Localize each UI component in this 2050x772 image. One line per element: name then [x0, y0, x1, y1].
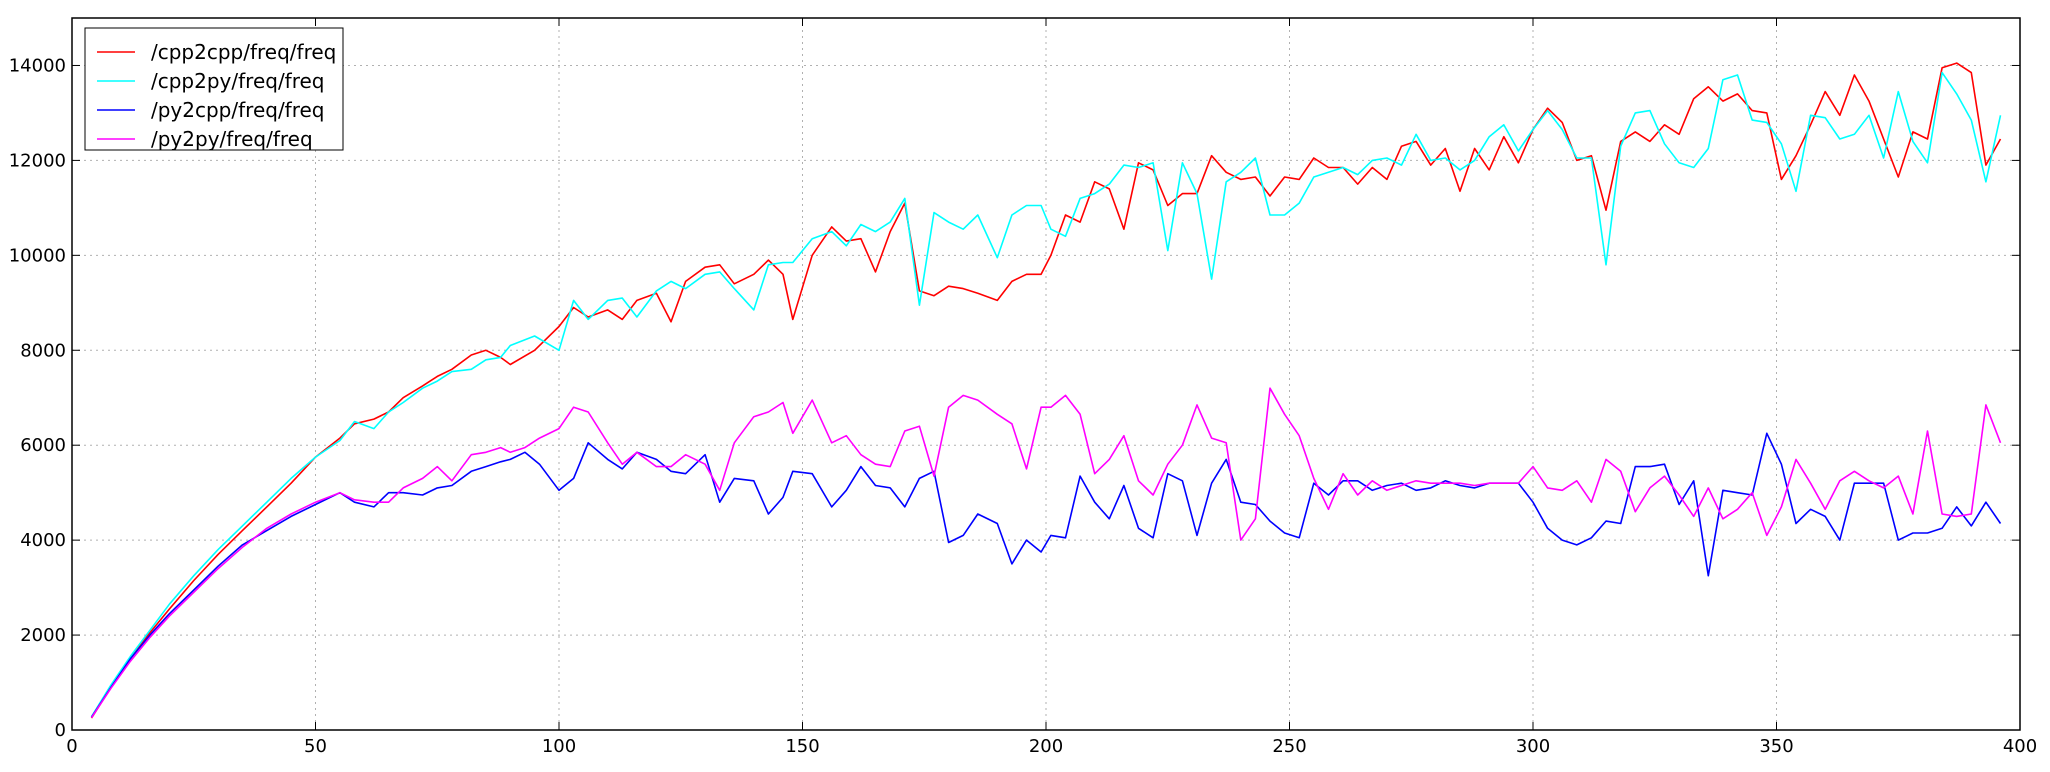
x-tick-label: 250 [1272, 736, 1306, 757]
y-tick-label: 6000 [20, 435, 66, 456]
y-tick-label: 4000 [20, 530, 66, 551]
legend-label: /cpp2cpp/freq/freq [151, 40, 336, 64]
series-line [90, 71, 2002, 718]
x-tick-label: 50 [304, 736, 327, 757]
legend-box [84, 27, 344, 151]
legend-label: /py2py/freq/freq [151, 127, 313, 151]
x-tick-label: 100 [542, 736, 576, 757]
y-tick-label: 8000 [20, 340, 66, 361]
series-group [90, 62, 2002, 719]
legend-label: /py2cpp/freq/freq [151, 98, 325, 122]
x-tick-label: 200 [1029, 736, 1063, 757]
series-line [90, 62, 2002, 719]
x-tick-label: 400 [2003, 736, 2037, 757]
x-tick-label: 0 [66, 736, 77, 757]
axis-ticks: 0 50 100 150 200 250 300 350 4000200040006000800… [9, 18, 2037, 757]
legend: /cpp2cpp/freq/freq/cpp2py/freq/freq/py2c… [84, 27, 344, 151]
y-tick-label: 2000 [20, 625, 66, 646]
y-tick-label: 14000 [9, 55, 66, 76]
x-tick-label: 150 [785, 736, 819, 757]
y-tick-label: 0 [55, 720, 66, 741]
y-tick-label: 10000 [9, 245, 66, 266]
series-line [90, 387, 2002, 719]
x-tick-label: 300 [1516, 736, 1550, 757]
x-tick-label: 350 [1759, 736, 1793, 757]
series-line [90, 432, 2002, 718]
legend-label: /cpp2py/freq/freq [151, 69, 325, 93]
y-tick-label: 12000 [9, 150, 66, 171]
